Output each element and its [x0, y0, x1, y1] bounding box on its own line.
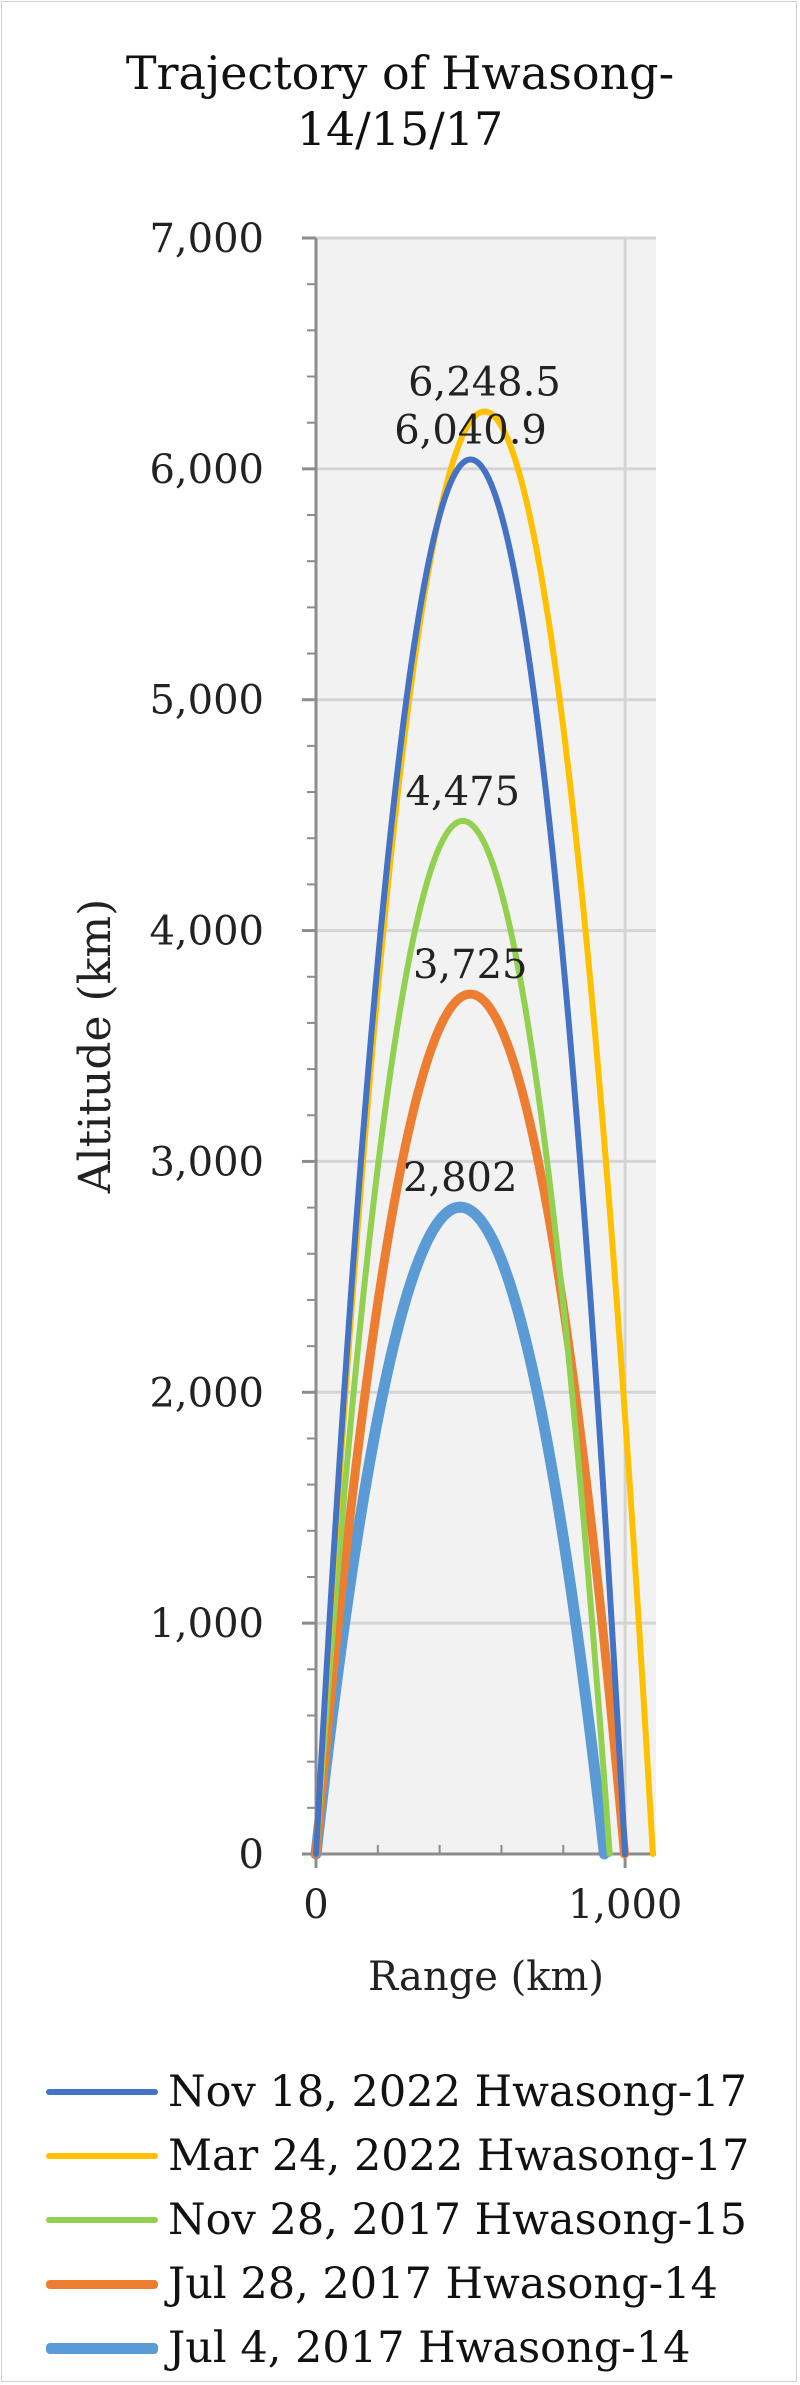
x-tick-label: 1,000 [568, 1882, 683, 1928]
apogee-data-label: 2,802 [403, 1155, 518, 1201]
y-tick-label: 2,000 [149, 1370, 264, 1416]
legend-item: Nov 18, 2022 Hwasong-17 [40, 2060, 780, 2124]
legend-label: Mar 24, 2022 Hwasong-17 [168, 2131, 750, 2181]
y-axis-title: Altitude (km) [70, 899, 121, 1195]
legend-swatch [46, 2217, 158, 2223]
chart-legend: Nov 18, 2022 Hwasong-17 Mar 24, 2022 Hwas… [40, 2060, 780, 2380]
legend-swatch [46, 2089, 158, 2095]
legend-swatch [46, 2153, 158, 2159]
legend-item: Jul 4, 2017 Hwasong-14 [40, 2316, 780, 2380]
legend-label: Nov 18, 2022 Hwasong-17 [168, 2067, 747, 2117]
legend-item: Jul 28, 2017 Hwasong-14 [40, 2252, 780, 2316]
x-tick-label: 0 [303, 1882, 328, 1928]
y-tick-label: 3,000 [149, 1139, 264, 1185]
legend-swatch [46, 2279, 158, 2289]
y-tick-label: 4,000 [149, 909, 264, 955]
y-tick-label: 1,000 [149, 1601, 264, 1647]
legend-label: Jul 28, 2017 Hwasong-14 [168, 2259, 718, 2309]
series-line [313, 817, 613, 1857]
series-line [313, 456, 629, 1857]
y-tick-label: 6,000 [149, 447, 264, 493]
apogee-data-label: 6,040.9 [394, 407, 547, 453]
y-tick-label: 7,000 [149, 216, 264, 262]
legend-item: Mar 24, 2022 Hwasong-17 [40, 2124, 780, 2188]
chart-title-line-1: Trajectory of Hwasong- [125, 46, 675, 100]
apogee-data-label: 4,475 [406, 769, 521, 815]
legend-label: Nov 28, 2017 Hwasong-15 [168, 2195, 747, 2245]
chart-title-line-2: 14/15/17 [296, 102, 504, 156]
legend-item: Nov 28, 2017 Hwasong-15 [40, 2188, 780, 2252]
trajectory-chart: 0 1,000 2,000 3,000 4,000 5,000 6,000 7,000 0 1,0… [70, 216, 683, 2000]
legend-label: Jul 4, 2017 Hwasong-14 [168, 2323, 691, 2373]
y-tick-label: 0 [239, 1832, 264, 1878]
apogee-data-label: 6,248.5 [408, 359, 561, 405]
apogee-data-label: 3,725 [413, 942, 528, 988]
y-tick-label: 5,000 [149, 678, 264, 724]
series-line [310, 1201, 610, 1860]
x-axis-title: Range (km) [368, 1954, 604, 2000]
legend-swatch [46, 2342, 158, 2354]
